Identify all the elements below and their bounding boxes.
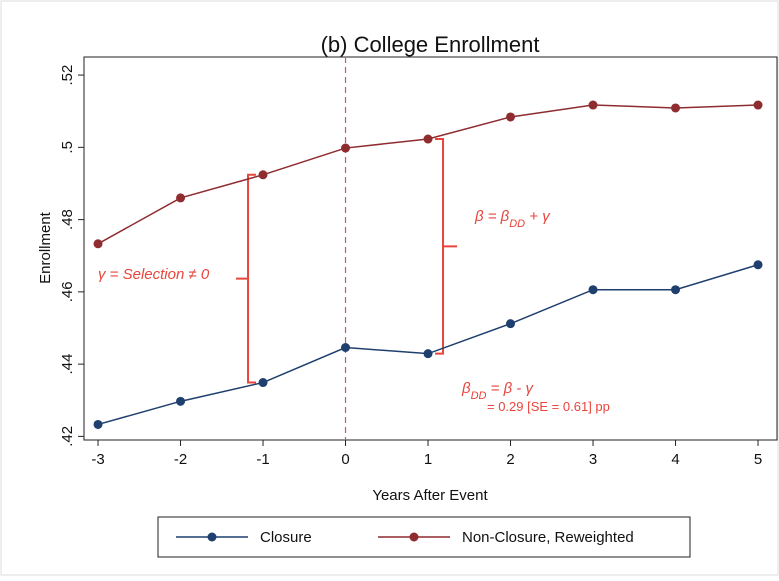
y-tick-label: .46 [59, 281, 76, 302]
bracket [435, 138, 458, 355]
x-tick-label: -2 [174, 451, 187, 468]
y-tick-label: .52 [59, 65, 76, 86]
x-tick-label: 1 [424, 451, 432, 468]
annotation: γ = Selection ≠ 0 [98, 266, 210, 283]
annotation: βDD = β - γ [461, 380, 534, 402]
marker [423, 134, 433, 144]
annotation: = 0.29 [SE = 0.61] pp [487, 399, 610, 414]
chart-title: (b) College Enrollment [321, 32, 540, 57]
annotation-part: DD [509, 218, 525, 230]
annotation-part: β = β [474, 208, 510, 225]
x-tick-label: 4 [671, 451, 679, 468]
x-axis-title: Years After Event [372, 487, 488, 504]
marker [423, 349, 433, 359]
legend-label: Non-Closure, Reweighted [462, 529, 634, 546]
marker [671, 103, 681, 113]
annotation-part: = β - γ [486, 380, 534, 397]
marker [176, 396, 186, 406]
annotation-part: = 0.29 [SE = 0.61] pp [487, 399, 610, 414]
legend-marker [409, 532, 419, 542]
marker [93, 419, 103, 429]
x-tick-label: 3 [589, 451, 597, 468]
marker [176, 193, 186, 203]
marker [341, 343, 351, 353]
x-tick-label: -1 [256, 451, 269, 468]
marker [753, 100, 763, 110]
marker [258, 170, 268, 180]
marker [671, 285, 681, 295]
y-axis-title: Enrollment [37, 211, 54, 284]
x-tick-label: -3 [91, 451, 104, 468]
marker [506, 112, 516, 122]
annotation-part: + γ [525, 208, 551, 225]
annotation-part: DD [471, 390, 487, 402]
legend-marker [207, 532, 217, 542]
marker [588, 285, 598, 295]
y-tick-label: .48 [59, 209, 76, 230]
legend-label: Closure [260, 529, 312, 546]
plot-area [83, 56, 778, 441]
annotation: β = βDD + γ [474, 208, 551, 230]
x-tick-label: 5 [754, 451, 762, 468]
marker [258, 378, 268, 388]
marker [93, 239, 103, 249]
bracket [236, 173, 257, 384]
y-tick-label: .44 [59, 354, 76, 375]
marker [753, 260, 763, 270]
x-tick-label: 0 [341, 451, 349, 468]
marker [588, 100, 598, 110]
y-tick-label: .5 [59, 141, 76, 154]
x-tick-label: 2 [506, 451, 514, 468]
marker [341, 143, 351, 153]
annotation-part: β [461, 380, 471, 397]
y-tick-label: .42 [59, 426, 76, 447]
annotation-part: γ = Selection ≠ 0 [98, 266, 210, 283]
marker [506, 319, 516, 329]
